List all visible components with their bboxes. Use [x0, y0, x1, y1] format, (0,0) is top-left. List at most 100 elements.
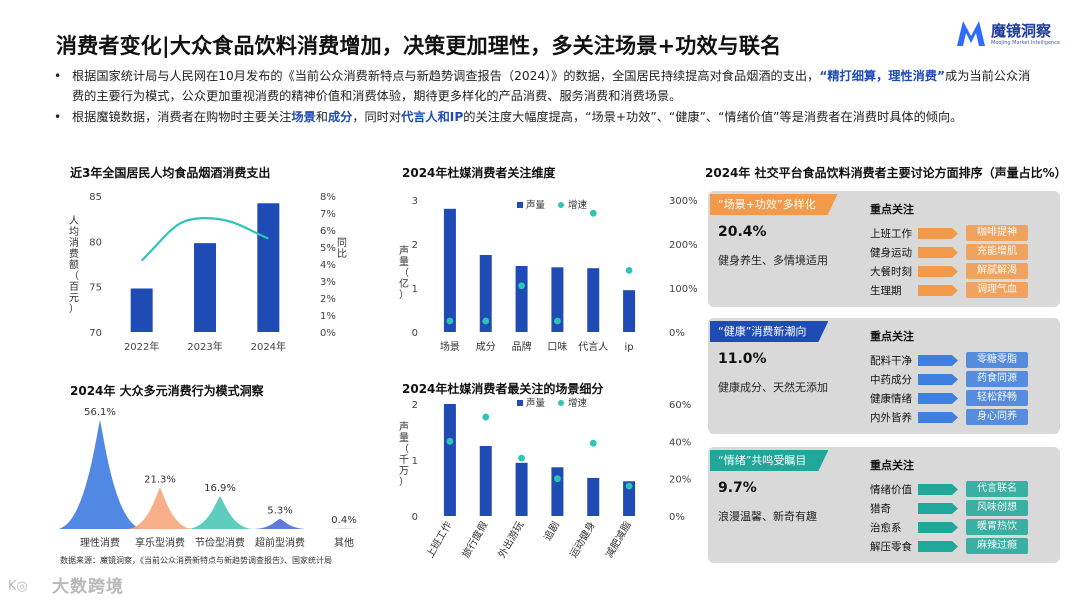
social-card-row-arrow: [918, 355, 958, 366]
social-card-row-label: 健身运动: [870, 247, 912, 259]
page-title: 消费者变化|大众食品饮料消费增加，决策更加理性，多关注场景+功效与联名: [56, 34, 782, 58]
watermark-text: 大数跨境: [52, 577, 124, 597]
social-card-desc: 浪漫温馨、新奇有趣: [718, 510, 817, 523]
social-card-row-tag: 代言联名: [966, 481, 1028, 497]
bullet-1-part: 成为当前公众消费的主要行为模式，公众更加重视消费的精神价值和消费体验，期待更多样…: [72, 69, 1031, 103]
chart1-ytick: 85: [89, 192, 102, 203]
bullet-2-part: 和: [315, 110, 328, 124]
chart2-growth-dot: [518, 282, 525, 290]
chart3-data-label: 21.3%: [144, 475, 176, 486]
chart4-bar: [443, 404, 456, 516]
social-card-row-tag: 身心同养: [966, 409, 1028, 425]
social-card-row-label: 配料干净: [870, 355, 912, 367]
social-card-row-arrow: [918, 228, 958, 239]
social-card-row-tag: 解腻解渴: [966, 263, 1028, 279]
social-card-row: 生理期 调理气血: [870, 282, 1052, 298]
social-card-desc: 健身养生、多情境适用: [718, 254, 828, 267]
chart4-growth-dot: [589, 439, 597, 447]
social-card-row-arrow: [918, 503, 958, 514]
chart4-growth-dot: [446, 437, 454, 445]
social-card-row-label: 解压零食: [870, 541, 912, 553]
social-card-row-label: 情绪价值: [870, 484, 912, 496]
logo-name: 魔镜洞察: [991, 22, 1052, 40]
chart3-area: [252, 518, 308, 529]
social-card-row-label: 猎奇: [870, 503, 891, 515]
chart1-y2tick: 4%: [320, 260, 336, 271]
chart2-growth-dot: [554, 317, 561, 325]
chart1-y2label: 同: [337, 237, 347, 249]
social-card-percent: 11.0%: [718, 351, 767, 367]
social-card-tag: “情绪”共鸣受瞩目: [710, 450, 828, 471]
social-card-row-arrow: [918, 484, 958, 495]
chart2-legend-dot-label: 增速: [568, 199, 588, 211]
chart2-ytick: 0: [412, 328, 418, 339]
chart4-y2tick: 20%: [669, 475, 691, 486]
logo-subtitle: Moojing Market Intelligence: [991, 40, 1061, 46]
bullet-2-part: ，同时对: [352, 110, 402, 124]
social-card-row-arrow: [918, 285, 958, 296]
social-card-row-label: 大餐时刻: [870, 266, 912, 278]
chart4-y2tick: 40%: [669, 437, 691, 448]
social-card-focus-heading: 重点关注: [870, 203, 914, 216]
chart4-growth-dot: [625, 482, 633, 490]
chart1-y2tick: 3%: [320, 277, 336, 288]
social-card-tag: “场景+功效”多样化: [710, 194, 838, 215]
chart4-xtick: 外出游玩: [495, 519, 526, 560]
chart4-title: 2024年杜媒消费者最关注的场景细分: [402, 382, 604, 396]
chart2-ytick: 2: [412, 240, 418, 251]
social-card-row-tag: 轻松舒畅: [966, 390, 1028, 406]
chart2-growth-dot: [482, 317, 490, 325]
chart3-data-label: 0.4%: [331, 515, 356, 526]
chart1-y2tick: 5%: [320, 243, 336, 254]
chart2-bar: [515, 266, 528, 332]
bullet-2-highlight: 场景: [291, 110, 316, 124]
chart1-ytick: 80: [89, 237, 102, 248]
chart3-xtick: 节俭型消费: [195, 536, 245, 549]
chart3-xtick: 理性消费: [80, 536, 120, 549]
chart4-legend-bar-swatch: [517, 400, 523, 406]
chart1-ylabel: 费: [69, 247, 79, 260]
chart2-growth-dot: [446, 317, 454, 325]
chart1-bar: [194, 243, 216, 332]
social-card-row: 健身运动 充能增肌: [870, 244, 1052, 260]
chart1-y2tick: 7%: [320, 209, 336, 220]
social-card-tag: “健康”消费新潮向: [710, 321, 828, 342]
chart1-y2tick: 2%: [320, 294, 336, 305]
data-source-note: 数据来源：魔镜洞察，《当前公众消费新特点与新趋势调查报告》、国家统计局: [60, 556, 332, 565]
chart1-title: 近3年全国居民人均食品烟酒消费支出: [70, 166, 271, 180]
chart4-growth-dot: [518, 454, 525, 462]
chart4-ytick: 2: [412, 400, 418, 411]
chart3-xtick: 其他: [334, 536, 354, 549]
social-card-row: 配料干净 零糖零脂: [870, 352, 1052, 368]
chart4-xtick: 上班工作: [424, 520, 454, 561]
social-card-row: 中药成分 药食同源: [870, 371, 1052, 387]
chart2-growth-dot: [625, 267, 633, 274]
chart3-area: [186, 496, 254, 529]
chart2-y2tick: 100%: [669, 284, 698, 295]
chart2-ylabel: ）: [399, 289, 409, 301]
chart1-y2tick: 0%: [320, 328, 336, 339]
chart4-ylabel: 千: [399, 454, 409, 466]
chart1-xtick: 2023年: [187, 340, 222, 353]
chart4-bar: [515, 462, 528, 516]
chart3-data-label: 56.1%: [84, 407, 116, 418]
bullet-2: 根据魔镜数据，消费者在购物时主要关注场景和成分，同时对代言人和IP的关注度大幅度…: [52, 107, 1037, 127]
social-card-percent: 9.7%: [718, 480, 757, 496]
chart2-bar: [623, 290, 636, 332]
chart4-y2tick: 60%: [669, 400, 691, 411]
social-card-row-label: 上班工作: [870, 228, 912, 240]
social-card-row-tag: 风味创想: [966, 500, 1028, 516]
social-card-focus-heading: 重点关注: [870, 330, 914, 343]
chart2-bar: [479, 255, 492, 332]
social-card-row-label: 治愈系: [870, 522, 902, 534]
social-card-row-label: 内外皆养: [870, 412, 912, 424]
chart3-area: [318, 528, 370, 529]
bullet-2-highlight: 成分: [327, 110, 353, 124]
social-card-row-tag: 调理气血: [966, 282, 1028, 298]
social-card-row-tag: 麻辣过瘾: [966, 538, 1028, 554]
chart4-xtick: 运动健身: [567, 519, 598, 560]
social-card-row-tag: 零糖零脂: [966, 352, 1028, 368]
social-card-focus-heading: 重点关注: [870, 459, 914, 472]
chart1-ylabel: ）: [69, 303, 79, 315]
